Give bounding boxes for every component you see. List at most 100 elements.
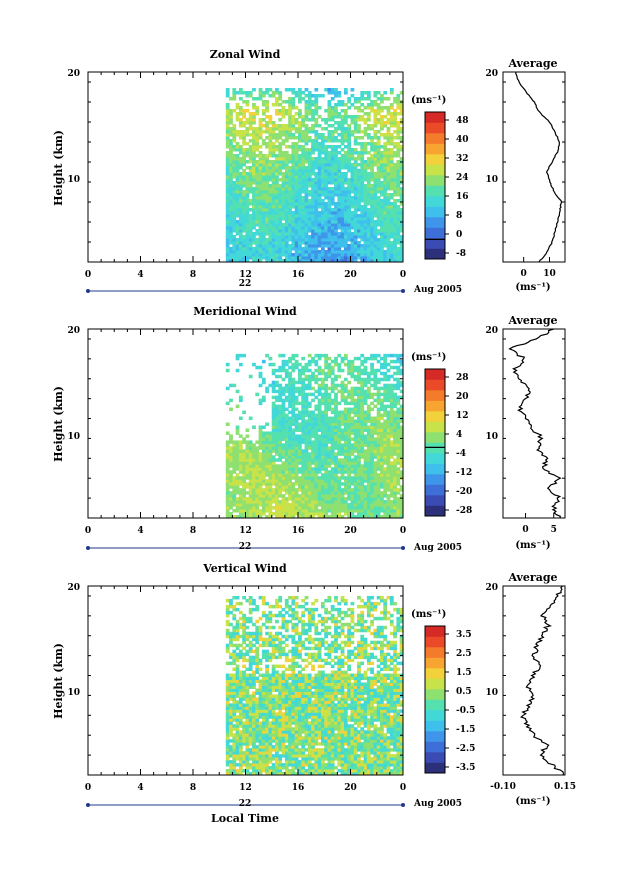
heatmap-cell — [245, 440, 250, 444]
heatmap-cell — [304, 241, 309, 245]
heatmap-cell — [255, 97, 260, 101]
heatmap-cell — [343, 455, 348, 459]
heatmap-cell — [298, 166, 302, 170]
heatmap-cell — [383, 211, 388, 215]
heatmap-cell — [327, 133, 332, 137]
heatmap-cell — [340, 359, 345, 364]
heatmap-cell — [294, 473, 299, 477]
heatmap-cell — [317, 410, 322, 415]
heatmap-cell — [340, 157, 345, 161]
heatmap-cell — [373, 428, 378, 432]
heatmap-cell — [340, 124, 345, 128]
colorbar-segment — [425, 238, 445, 249]
heatmap-cell — [393, 220, 397, 224]
heatmap-cell — [301, 151, 306, 155]
heatmap-cell — [347, 190, 351, 194]
heatmap-cell — [366, 166, 371, 170]
heatmap-cell — [252, 220, 256, 224]
heatmap-cell — [225, 458, 230, 462]
heatmap-cell — [242, 229, 246, 233]
heatmap-cell — [232, 256, 237, 260]
heatmap-cell — [255, 365, 260, 370]
heatmap-cell — [340, 256, 345, 260]
heatmap-cell — [275, 482, 279, 486]
heatmap-cell — [271, 238, 276, 242]
heatmap-cell — [334, 217, 338, 221]
heatmap-cell — [399, 226, 404, 230]
heatmap-cell — [261, 455, 266, 459]
heatmap-cell — [314, 97, 319, 101]
heatmap-cell — [304, 154, 309, 158]
heatmap-cell — [284, 416, 289, 421]
heatmap-cell — [399, 413, 404, 418]
heatmap-cell — [238, 145, 243, 149]
heatmap-cell — [301, 476, 306, 480]
heatmap-cell — [340, 506, 345, 510]
heatmap-cell — [301, 416, 306, 421]
heatmap-cell — [288, 485, 292, 489]
heatmap-cell — [268, 235, 273, 239]
heatmap-cell — [396, 353, 401, 358]
heatmap-cell — [389, 353, 394, 358]
heatmap-cell — [360, 449, 365, 453]
heatmap-cell — [284, 455, 289, 459]
heatmap-cell — [373, 178, 378, 182]
heatmap-cell — [363, 241, 368, 245]
heatmap-cell — [291, 497, 296, 501]
heatmap-cell — [307, 235, 312, 239]
heatmap-cell — [307, 148, 312, 152]
heatmap-cell — [340, 205, 345, 209]
heatmap-cell — [353, 419, 358, 423]
heatmap-cell — [383, 244, 388, 248]
heatmap-cell — [360, 470, 365, 474]
heatmap-cell — [370, 136, 374, 140]
heatmap-cell — [363, 509, 368, 513]
heatmap-cell — [258, 133, 263, 137]
heatmap-cell — [311, 500, 315, 504]
heatmap-cell — [383, 467, 388, 471]
heatmap-cell — [396, 425, 401, 429]
heatmap-cell — [360, 184, 365, 188]
heatmap-cell — [396, 440, 401, 444]
heatmap-cell — [347, 154, 351, 158]
heatmap-cell — [347, 157, 351, 161]
heatmap-cell — [350, 389, 355, 394]
heatmap-cell — [363, 416, 368, 421]
colorbar — [424, 111, 446, 260]
heatmap-cell — [255, 256, 260, 260]
heatmap-cell — [366, 458, 371, 462]
heatmap-cell — [383, 461, 388, 465]
heatmap-cell — [399, 223, 404, 227]
heatmap-cell — [340, 380, 345, 385]
heatmap-cell — [268, 440, 273, 444]
heatmap-cell — [268, 356, 273, 361]
heatmap-cell — [330, 106, 335, 110]
heatmap-cell — [353, 121, 358, 125]
heatmap-cell — [317, 356, 322, 361]
heatmap-cell — [396, 497, 401, 501]
heatmap-cell — [337, 238, 342, 242]
heatmap-cell — [255, 214, 260, 218]
heatmap-cell — [343, 199, 348, 203]
heatmap-cell — [347, 127, 351, 131]
heatmap-cell — [275, 133, 279, 137]
heatmap-cell — [265, 100, 269, 104]
heatmap-cell — [298, 136, 302, 140]
heatmap-cell — [288, 121, 292, 125]
heatmap-cell — [350, 94, 355, 98]
heatmap-cell — [383, 422, 388, 426]
heatmap-cell — [327, 136, 332, 140]
heatmap-cell — [376, 482, 381, 486]
x-tick-label: 20 — [344, 270, 357, 280]
heatmap-cell — [360, 455, 365, 459]
heatmap-cell — [301, 509, 306, 513]
heatmap-cell — [370, 154, 374, 158]
heatmap-cell — [376, 199, 381, 203]
heatmap-cell — [376, 151, 381, 155]
heatmap-cell — [284, 440, 289, 444]
heatmap-cell — [353, 172, 358, 176]
heatmap-cell — [337, 494, 342, 498]
panel-title: Zonal Wind — [210, 48, 281, 61]
heatmap-cell — [301, 208, 306, 212]
heatmap-cell — [357, 109, 361, 113]
